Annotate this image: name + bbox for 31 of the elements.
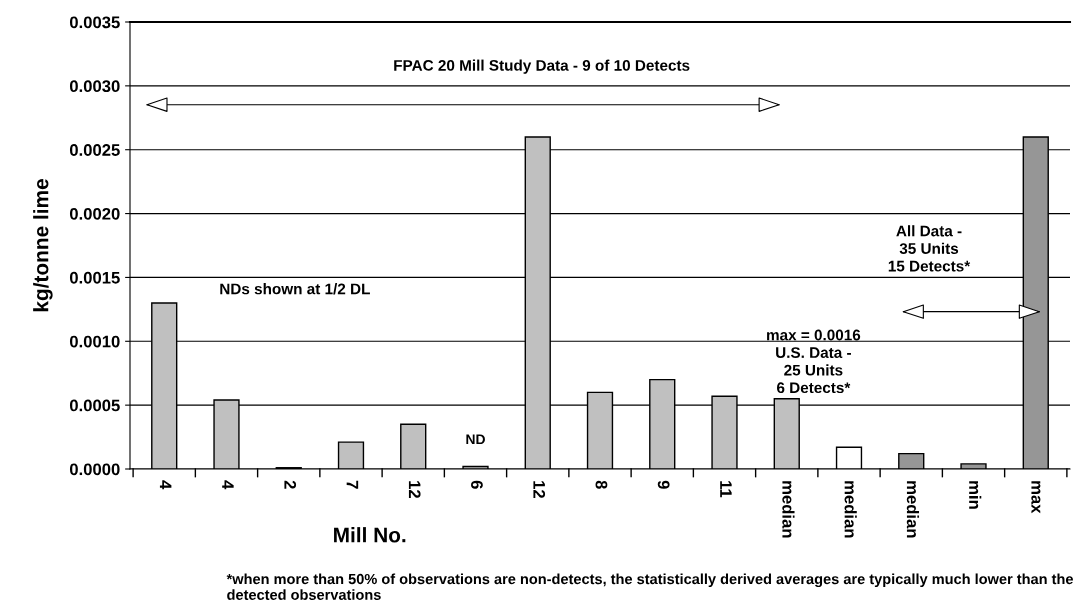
text: *when more than 50% of observations are non-detects, the statistically derived averages are typically much lower than the detected observations (226, 573, 1073, 600)
x-tick-label: 9 (657, 480, 670, 489)
annotation: FPAC 20 Mill Study Data - 9 of 10 Detects (394, 59, 690, 74)
y-tick-label: 0.0005 (69, 399, 120, 412)
y-tick-label: 0.0010 (69, 335, 120, 348)
x-tick-label: median (782, 481, 795, 538)
annotation: ND (466, 434, 485, 445)
x-tick-label: 12 (533, 481, 546, 498)
x-tick-label: 4 (222, 480, 234, 490)
x-tick-label: 2 (284, 480, 297, 489)
x-tick-label: 6 (471, 480, 483, 489)
x-tick-label: median (906, 481, 920, 538)
x-tick-label: 12 (408, 481, 421, 498)
annotation: All Data - 35 Units 15 Detects* (888, 225, 971, 272)
x-tick-label: 7 (346, 480, 359, 489)
x-tick-label: 4 (159, 480, 172, 490)
y-tick-label: 0.0035 (69, 16, 120, 29)
y-tick-label: 0.0025 (69, 144, 120, 156)
x-tick-label: 11 (720, 481, 732, 498)
y-tick-label: 0.0030 (69, 80, 120, 93)
annotation: NDs shown at 1/2 DL (220, 283, 370, 295)
x-tick-label: median (844, 481, 857, 538)
x-tick-label: min (969, 481, 982, 509)
annotation: max = 0.0016 U.S. Data - 25 Units 6 Detects* (767, 329, 861, 394)
x-axis-title: Mill No. (334, 527, 406, 543)
x-tick-label: max (1031, 481, 1041, 514)
y-tick-label: 0.0000 (69, 463, 120, 476)
y-axis-title: kg/tonne lime (33, 179, 53, 312)
y-tick-label: 0.0020 (69, 207, 120, 220)
x-tick-label: 8 (595, 480, 608, 489)
y-tick-label: 0.0015 (69, 271, 120, 284)
